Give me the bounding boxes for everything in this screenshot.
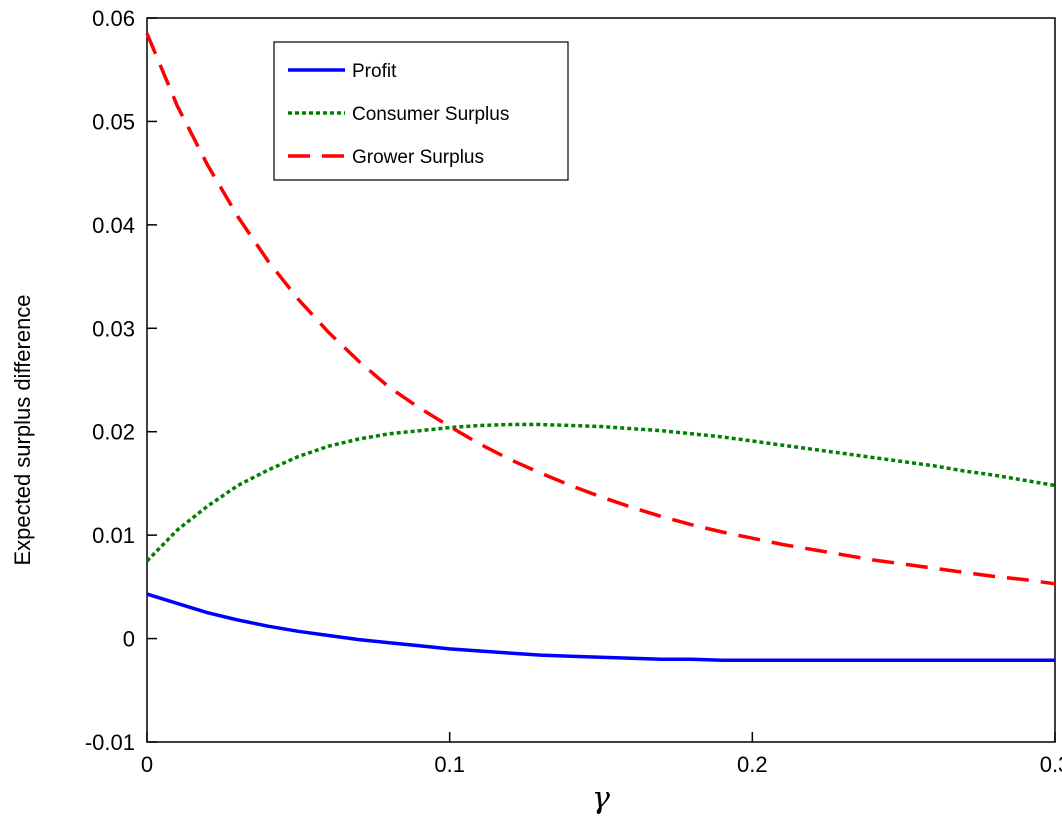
- y-tick-label: 0.03: [92, 316, 135, 341]
- series-line-consumer-surplus: [145, 422, 1056, 563]
- x-tick-label: 0: [141, 752, 153, 777]
- legend-label-profit: Profit: [352, 61, 397, 82]
- x-axis-title: γ: [592, 781, 610, 816]
- series-line-profit: [146, 592, 1055, 663]
- legend: Profit Consumer Surplus Grower Surplus: [273, 41, 569, 181]
- y-tick-label: 0.05: [92, 109, 135, 134]
- x-tick-label: 0.1: [434, 752, 465, 777]
- x-tick-label: 0.3: [1040, 752, 1062, 777]
- y-tick-label: -0.01: [85, 730, 135, 755]
- plot-frame: [146, 17, 1056, 743]
- y-tick-label: 0: [123, 627, 135, 652]
- x-axis: 0 0.1 0.2 0.3: [141, 732, 1062, 777]
- y-axis: -0.01 0 0.01 0.02 0.03 0.04 0.05 0.06: [85, 6, 157, 755]
- legend-label-consumer-surplus: Consumer Surplus: [352, 104, 509, 125]
- y-tick-label: 0.06: [92, 6, 135, 31]
- series-layer: [145, 32, 1056, 663]
- x-tick-label: 0.2: [737, 752, 768, 777]
- legend-label-grower-surplus: Grower Surplus: [352, 147, 484, 168]
- series-line-grower-surplus: [145, 32, 1056, 586]
- y-tick-label: 0.02: [92, 420, 135, 445]
- y-tick-label: 0.04: [92, 213, 135, 238]
- y-tick-label: 0.01: [92, 523, 135, 548]
- y-axis-title: Expected surplus difference: [10, 294, 35, 565]
